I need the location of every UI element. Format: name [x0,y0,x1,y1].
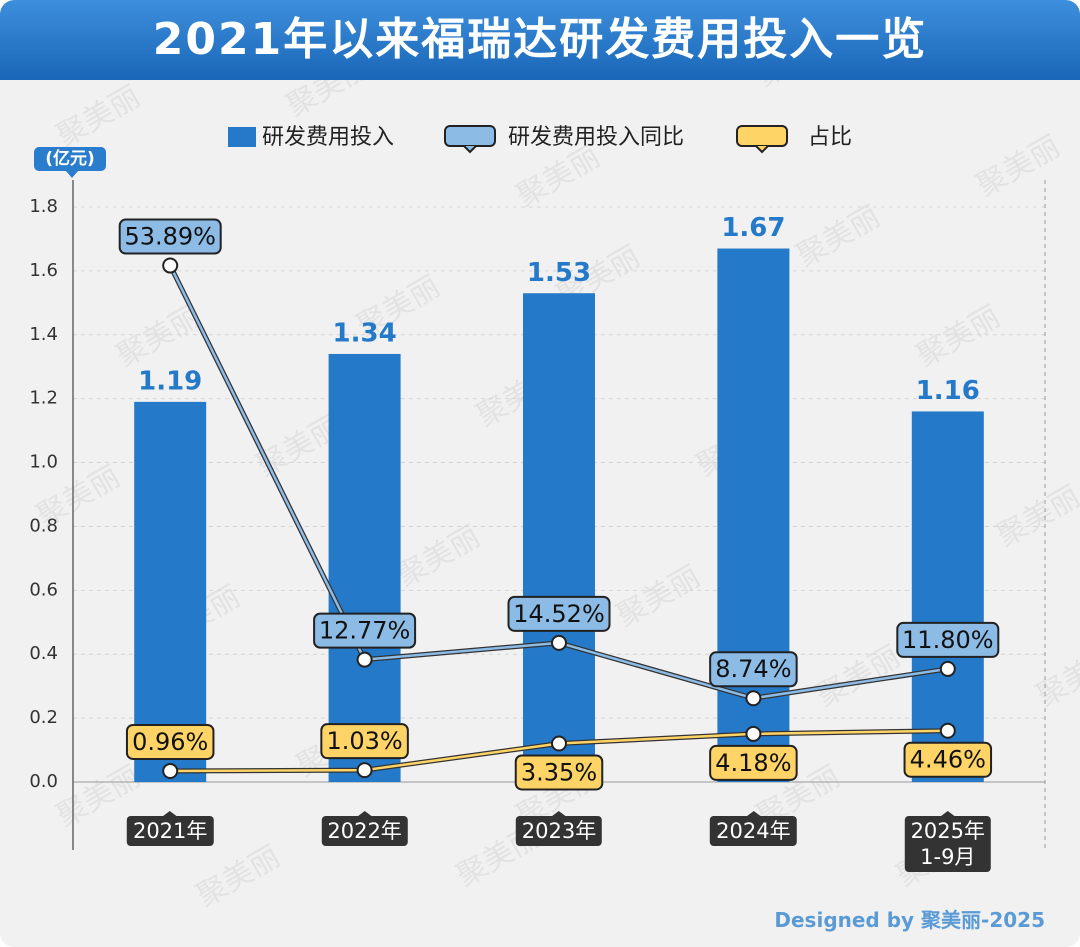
x-tick-label: 2022年 [321,811,408,846]
watermark: 聚美丽 [191,839,286,914]
value-label: 12.77% [319,617,411,645]
bar [328,353,401,782]
watermark: 聚美丽 [911,299,1006,374]
x-tick-label: 2025年 1-9月 [904,811,992,872]
x-tick-label: 2021年 [126,811,214,846]
legend-label: 占比 [808,125,852,150]
y-tick-label: 0.8 [29,515,58,536]
y-tick-label: 1.0 [29,452,58,473]
y-tick-label: 0.6 [29,579,58,600]
value-label: 4.46% [910,746,986,774]
watermark: 聚美丽 [791,199,886,274]
watermark: 聚美丽 [971,129,1066,204]
legend-swatch [228,127,256,147]
watermark: 聚美丽 [991,479,1080,554]
value-label-box [125,723,215,760]
x-tick-label: 2024年 [710,811,797,846]
bar [523,293,595,782]
y-tick-label: 0.4 [29,643,58,664]
bar-value-label: 1.53 [527,258,591,288]
point [745,725,762,742]
chart-title: 2021年以来福瑞达研发费用投入一览 [0,0,1080,80]
value-label: 53.89% [124,223,216,251]
value-label: 11.80% [902,626,994,654]
value-label: 4.18% [715,749,791,777]
legend-tail [463,145,477,154]
value-label: 14.52% [513,600,605,628]
bar [911,411,984,782]
bar-value-label: 1.34 [333,318,397,348]
point [551,735,567,752]
point [356,651,373,668]
point [356,762,373,779]
unit-label: (亿元) [45,148,95,169]
value-label-box [896,621,1000,658]
bar-value-label: 1.16 [916,376,980,406]
value-label-box [514,754,604,791]
value-label-box [507,595,611,632]
y-tick-label: 0.0 [29,771,58,792]
point [551,634,567,651]
footer: Designed by 聚美丽-2025 [774,908,1045,932]
point [939,660,956,677]
watermark: 聚美丽 [1031,639,1080,714]
y-tick-label: 1.4 [29,324,58,345]
bar-value-label: 1.19 [138,366,202,396]
value-label-box [709,651,798,688]
y-tick-label: 1.2 [29,388,58,409]
y-tick-label: 0.2 [29,707,58,728]
y-tick-label: 1.6 [29,260,58,281]
legend-label: 研发费用投入 [262,125,394,150]
value-label-box [118,218,222,255]
bar [134,401,207,782]
point [162,762,179,779]
watermark: 聚美丽 [611,559,706,634]
value-label-box [709,744,798,781]
value-label: 0.96% [132,728,208,756]
value-label-box [320,723,409,760]
watermark: 聚美丽 [51,79,146,154]
value-label: 1.03% [326,727,402,755]
y-tick-label: 1.8 [29,196,58,217]
unit-box [34,147,106,171]
point [939,722,956,739]
value-label-box [313,612,417,649]
value-label: 3.35% [521,758,597,786]
value-label-box [903,741,993,778]
value-label: 8.74% [715,655,791,683]
legend-swatch [444,125,496,147]
watermark: 聚美丽 [391,519,486,594]
bar-value-label: 1.67 [721,213,785,243]
legend-tail [755,145,769,154]
point [745,690,762,707]
unit-tail [66,171,78,178]
watermark: 聚美丽 [511,139,606,214]
x-tick-label: 2023年 [515,811,603,846]
legend-swatch [736,125,788,147]
point [162,257,179,274]
legend-label: 研发费用投入同比 [508,125,684,150]
